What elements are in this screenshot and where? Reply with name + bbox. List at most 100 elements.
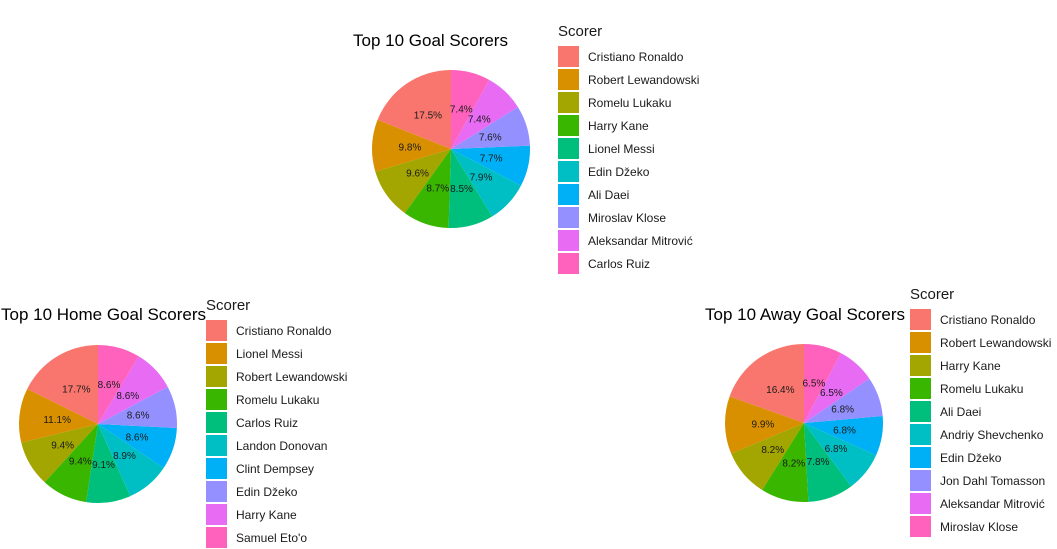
legend-label: Samuel Eto'o xyxy=(236,530,307,545)
slice-label: 8.9% xyxy=(113,451,136,462)
legend-label: Harry Kane xyxy=(588,118,649,133)
legend-label: Edin Džeko xyxy=(940,450,1002,465)
pie-slice xyxy=(377,70,451,149)
pie-slice xyxy=(804,423,877,487)
legend-items: Cristiano Ronaldo Robert Lewandowski Harry… xyxy=(910,308,1051,538)
legend-swatch xyxy=(558,161,579,182)
slice-label: 6.8% xyxy=(833,425,856,436)
legend-item: Aleksandar Mitrović xyxy=(910,492,1051,515)
slice-label: 7.8% xyxy=(807,457,830,468)
legend-away: Scorer Cristiano Ronaldo Robert Lewandows… xyxy=(910,286,1051,538)
legend-overall: Scorer Cristiano Ronaldo Robert Lewandows… xyxy=(558,23,699,275)
legend-swatch xyxy=(910,493,931,514)
legend-label: Harry Kane xyxy=(236,507,297,522)
legend-swatch xyxy=(206,412,227,433)
pie-slice xyxy=(404,149,451,228)
legend-swatch xyxy=(910,309,931,330)
legend-item: Clint Dempsey xyxy=(206,457,347,480)
legend-swatch xyxy=(910,516,931,537)
slice-label: 9.1% xyxy=(92,460,115,471)
legend-swatch xyxy=(910,355,931,376)
slice-label: 9.8% xyxy=(399,143,422,154)
legend-swatch xyxy=(206,458,227,479)
slice-label: 8.6% xyxy=(126,432,149,443)
legend-label: Robert Lewandowski xyxy=(940,335,1052,350)
pie-slice xyxy=(44,424,98,503)
slice-label: 8.7% xyxy=(426,183,449,194)
legend-label: Lionel Messi xyxy=(588,141,655,156)
pie-slice xyxy=(804,353,870,423)
pie-slice xyxy=(729,344,804,423)
legend-label: Romelu Lukaku xyxy=(236,392,320,407)
legend-label: Edin Džeko xyxy=(236,484,298,499)
legend-item: Samuel Eto'o xyxy=(206,526,347,549)
slice-label: 8.6% xyxy=(116,391,139,402)
slice-label: 7.9% xyxy=(470,173,493,184)
legend-item: Miroslav Klose xyxy=(558,206,699,229)
slice-label: 8.2% xyxy=(782,458,805,469)
legend-item: Miroslav Klose xyxy=(910,515,1051,538)
legend-label: Cristiano Ronaldo xyxy=(588,49,684,64)
legend-label: Robert Lewandowski xyxy=(588,72,700,87)
legend-item: Cristiano Ronaldo xyxy=(206,319,347,342)
legend-label: Carlos Ruiz xyxy=(588,256,651,271)
pie-slice xyxy=(451,145,530,186)
legend-label: Carlos Ruiz xyxy=(236,415,299,430)
legend-label: Cristiano Ronaldo xyxy=(940,312,1036,327)
legend-items: Cristiano Ronaldo Robert Lewandowski Romel… xyxy=(558,45,699,275)
pie-slice xyxy=(804,344,841,423)
slice-label: 6.8% xyxy=(831,405,854,416)
legend-item: Edin Džeko xyxy=(558,160,699,183)
slice-label: 7.6% xyxy=(479,132,502,143)
slice-label: 9.4% xyxy=(69,457,92,468)
legend-label: Ali Daei xyxy=(588,187,630,202)
legend-swatch xyxy=(558,115,579,136)
slice-label: 9.4% xyxy=(51,440,74,451)
slice-label: 9.9% xyxy=(752,420,775,431)
legend-swatch xyxy=(558,184,579,205)
legend-item: Cristiano Ronaldo xyxy=(558,45,699,68)
pie-slice xyxy=(98,345,139,424)
pie-slice xyxy=(86,424,131,503)
pie-slice xyxy=(725,396,804,454)
legend-label: Cristiano Ronaldo xyxy=(236,323,332,338)
pie-slice xyxy=(762,423,809,502)
slice-label: 16.4% xyxy=(766,385,794,396)
legend-label: Robert Lewandowski xyxy=(236,369,348,384)
pie-slice xyxy=(451,149,521,217)
pie-slice xyxy=(731,423,804,491)
legend-item: Jon Dahl Tomasson xyxy=(910,469,1051,492)
slice-label: 7.7% xyxy=(480,153,503,164)
slice-label: 11.1% xyxy=(43,415,71,426)
legend-swatch xyxy=(558,207,579,228)
pie-slice xyxy=(451,79,518,149)
pie-slice xyxy=(27,345,98,424)
legend-label: Romelu Lukaku xyxy=(588,95,672,110)
legend-label: Aleksandar Mitrović xyxy=(588,233,693,248)
legend-swatch xyxy=(910,447,931,468)
legend-title: Scorer xyxy=(558,23,603,40)
pie-slice xyxy=(98,386,177,428)
legend-home: Scorer Cristiano Ronaldo Lionel Messi Robe… xyxy=(206,297,347,549)
slice-label: 8.6% xyxy=(127,411,150,422)
legend-swatch xyxy=(206,366,227,387)
chart-title: Top 10 Goal Scorers xyxy=(353,31,508,50)
legend-swatch xyxy=(910,470,931,491)
slice-label: 17.7% xyxy=(62,385,90,396)
pie-slice xyxy=(804,378,883,423)
legend-swatch xyxy=(206,435,227,456)
legend-title: Scorer xyxy=(206,297,251,314)
legend-label: Lionel Messi xyxy=(236,346,303,361)
legend-label: Miroslav Klose xyxy=(940,519,1019,534)
legend-item: Landon Donovan xyxy=(206,434,347,457)
legend-swatch xyxy=(910,401,931,422)
legend-label: Ali Daei xyxy=(940,404,982,419)
legend-swatch xyxy=(206,343,227,364)
legend-swatch xyxy=(206,389,227,410)
pie-slice xyxy=(804,416,883,456)
slice-label: 9.6% xyxy=(406,168,429,179)
legend-item: Aleksandar Mitrović xyxy=(558,229,699,252)
legend-swatch xyxy=(910,424,931,445)
